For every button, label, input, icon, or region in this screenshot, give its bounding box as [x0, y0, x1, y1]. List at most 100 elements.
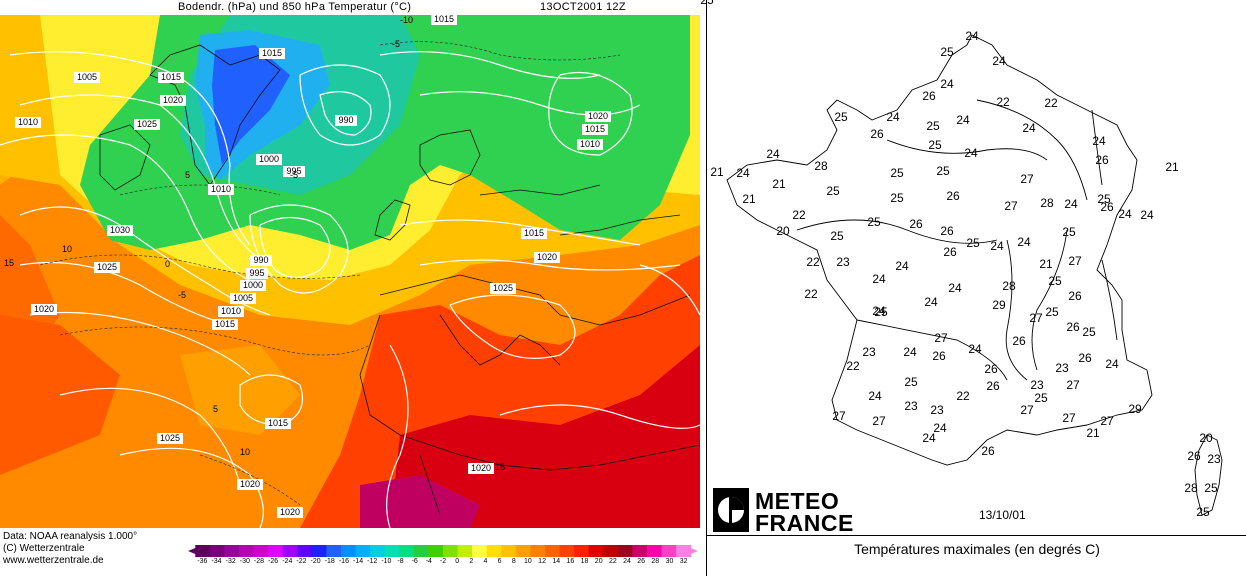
temperature-value: 24	[948, 281, 962, 295]
temperature-value: 25	[890, 191, 904, 205]
temperature-value: 27	[832, 409, 846, 423]
scale-label: 22	[608, 558, 617, 565]
temperature-value: 24	[968, 342, 982, 356]
isobar-label-text: 1005	[233, 293, 253, 303]
scale-label: 16	[566, 558, 575, 565]
scale-label: 20	[594, 558, 603, 565]
temperature-value: 24	[990, 239, 1004, 253]
isobar-label: 1015	[158, 72, 184, 83]
temp-contour-label: 5	[185, 170, 190, 180]
temperature-value: 22	[996, 95, 1010, 109]
temperature-value: 26	[1066, 320, 1080, 334]
scale-swatch	[603, 545, 619, 557]
temperature-value: 25	[867, 215, 881, 229]
temperature-value: 24	[895, 259, 909, 273]
scale-swatch	[588, 545, 604, 557]
france-outline-map	[726, 34, 1223, 516]
river	[796, 219, 998, 244]
isobar-map-svg: 1015 1005 1015 1020 1025 1010 990 1000 9…	[0, 15, 700, 528]
temperature-value: 26	[922, 89, 936, 103]
temperature-value: 20	[1199, 431, 1213, 445]
temperature-value: 21	[1165, 160, 1179, 174]
isobar-label: 995	[246, 268, 268, 279]
temperature-value: 24	[1092, 134, 1106, 148]
temperature-value: 28	[814, 159, 828, 173]
isobar-label-text: 1015	[161, 72, 181, 82]
isobar-label: 1010	[577, 139, 603, 150]
temperature-value: 25	[1048, 274, 1062, 288]
temperature-value: 23	[862, 345, 876, 359]
isobar-label-text: 1025	[137, 119, 157, 129]
temperature-value: 23	[836, 255, 850, 269]
river	[1005, 239, 1028, 381]
isobar-label: 1010	[208, 184, 234, 195]
temperature-value: 26	[943, 245, 957, 259]
isobar-label: 1025	[94, 262, 120, 273]
panel-divider	[703, 0, 706, 576]
temp-contour-label: 10	[240, 447, 250, 457]
scale-swatch	[311, 545, 327, 557]
temperature-value: 26	[1095, 153, 1109, 167]
isobar-label: 990	[250, 255, 272, 266]
scale-swatch	[457, 545, 473, 557]
isobar-label-text: 990	[338, 115, 353, 125]
scale-label: -24	[282, 558, 293, 565]
scale-label: 24	[623, 558, 631, 565]
isobar-label: 1020	[534, 252, 560, 263]
isobar-labels: 1015 1005 1015 1020 1025 1010 990 1000 9…	[15, 15, 611, 518]
temperature-value: 25	[1196, 505, 1210, 519]
temperature-value: 25	[1097, 192, 1111, 206]
scale-arrow-right	[683, 545, 698, 557]
temperature-value: 26	[1100, 200, 1114, 214]
temperature-value: 26	[981, 444, 995, 458]
scale-swatch	[195, 545, 211, 557]
scale-label: -4	[425, 558, 432, 565]
scale-swatch	[384, 545, 400, 557]
scale-swatch	[515, 545, 531, 557]
isobar-label-text: 995	[249, 268, 264, 278]
temperature-value: 26	[946, 189, 960, 203]
temperature-value: 25	[874, 305, 888, 319]
isobar-label: 1015	[521, 228, 547, 239]
temperature-value: 24	[766, 147, 780, 161]
scale-swatch	[224, 545, 240, 557]
temperature-value: 21	[1039, 257, 1053, 271]
isobar-label-text: 1030	[110, 225, 130, 235]
temperature-value: 21	[710, 165, 724, 179]
temperature-value: 27	[1100, 414, 1114, 428]
scale-swatch	[413, 545, 429, 557]
temperature-value: 21	[1086, 426, 1100, 440]
isobar-label: 1015	[259, 48, 285, 59]
temperature-value: 22	[806, 255, 820, 269]
scale-label: 6	[497, 558, 502, 565]
scale-label: -6	[411, 558, 418, 565]
scale-swatch	[282, 545, 298, 557]
isobar-label-text: 1000	[243, 280, 263, 290]
scale-swatch	[399, 545, 415, 557]
temperature-value: 27	[1020, 403, 1034, 417]
observation-date: 13/10/01	[979, 508, 1026, 522]
temperature-value: 26	[932, 349, 946, 363]
scale-label: 12	[538, 558, 546, 565]
isobar-label: 1025	[157, 433, 183, 444]
temperature-value: 25	[826, 184, 840, 198]
isobar-label: 1015	[265, 418, 291, 429]
model-date: 13OCT2001 12Z	[540, 1, 626, 13]
isobar-label-text: 1020	[163, 95, 183, 105]
temperature-value: 26	[984, 362, 998, 376]
isobar-label-text: 1025	[493, 283, 513, 293]
scale-swatch	[297, 545, 313, 557]
footer-website: www.wetterzentrale.de	[3, 555, 104, 566]
isobar-label-text: 1015	[215, 319, 235, 329]
temperature-value: 27	[934, 331, 948, 345]
isobar-label-text: 1010	[211, 184, 231, 194]
scale-swatch	[632, 545, 648, 557]
isobar-label: 1020	[585, 111, 611, 122]
scale-label: -18	[324, 558, 335, 565]
temperature-value: 24	[872, 272, 886, 286]
isobar-label: 1025	[490, 283, 516, 294]
scale-label: -2	[439, 558, 447, 565]
isobars	[0, 51, 700, 528]
temperature-value: 24	[903, 345, 917, 359]
temperature-value: 23	[1030, 378, 1044, 392]
